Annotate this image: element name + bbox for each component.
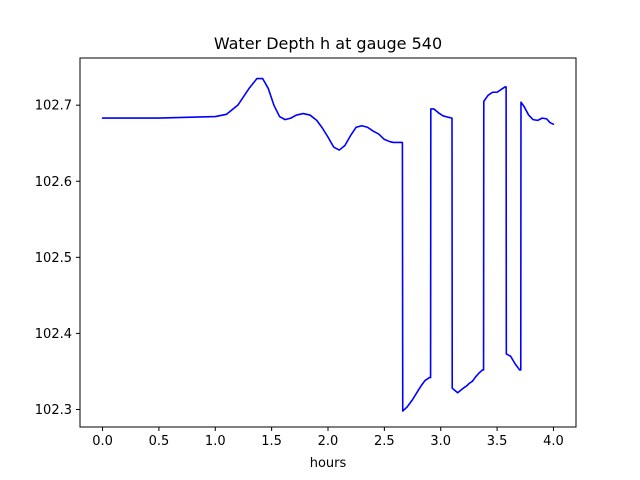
chart-title: Water Depth h at gauge 540 — [214, 34, 442, 53]
x-axis: 0.0 0.5 1.0 1.5 2.0 2.5 3.0 3.5 4.0 — [92, 427, 564, 449]
x-tick-label: 3.0 — [430, 434, 451, 449]
x-tick-label: 4.0 — [543, 434, 564, 449]
y-tick-label: 102.6 — [35, 175, 72, 190]
x-tick-label: 2.0 — [318, 434, 339, 449]
x-tick-label: 0.0 — [92, 434, 113, 449]
y-tick-label: 102.5 — [35, 251, 72, 266]
y-axis: 102.3 102.4 102.5 102.6 102.7 — [35, 99, 80, 418]
y-tick-label: 102.4 — [35, 327, 72, 342]
x-axis-label: hours — [310, 456, 347, 471]
y-tick-label: 102.7 — [35, 99, 72, 114]
x-tick-label: 0.5 — [149, 434, 170, 449]
x-tick-label: 1.5 — [261, 434, 282, 449]
x-tick-label: 3.5 — [487, 434, 508, 449]
y-tick-label: 102.3 — [35, 403, 72, 418]
series-line — [101, 77, 555, 412]
data-layer — [101, 77, 555, 412]
x-tick-label: 2.5 — [374, 434, 395, 449]
x-tick-label: 1.0 — [205, 434, 226, 449]
